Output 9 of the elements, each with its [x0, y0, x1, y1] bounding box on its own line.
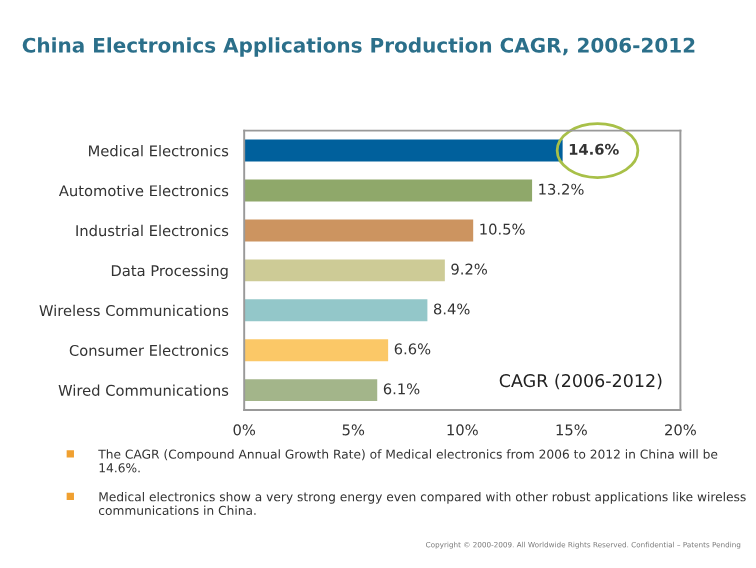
bar	[244, 219, 474, 242]
bar	[244, 139, 563, 162]
bar	[244, 259, 445, 282]
chart-title: China Electronics Applications Production CAGR, 2006-2012	[22, 37, 695, 57]
annotation: CAGR (2006-2012)	[499, 373, 662, 390]
bar	[244, 339, 389, 362]
bar	[244, 379, 378, 402]
bar	[244, 179, 533, 202]
bar	[244, 299, 428, 322]
